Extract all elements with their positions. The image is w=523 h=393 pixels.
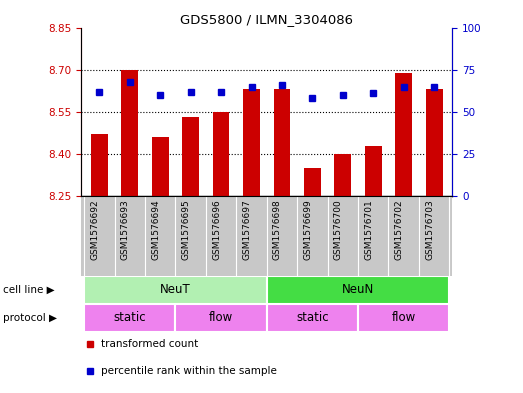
Text: protocol ▶: protocol ▶: [3, 313, 56, 323]
Bar: [91, 134, 108, 196]
Text: percentile rank within the sample: percentile rank within the sample: [101, 365, 277, 376]
Bar: [243, 89, 260, 196]
Text: static: static: [296, 311, 328, 324]
Bar: [84, 304, 175, 332]
Bar: [183, 118, 199, 196]
Text: GSM1576697: GSM1576697: [243, 199, 252, 260]
Bar: [365, 146, 382, 196]
Text: NeuN: NeuN: [342, 283, 374, 296]
Text: GSM1576701: GSM1576701: [364, 199, 373, 260]
Bar: [84, 276, 267, 304]
Text: GSM1576699: GSM1576699: [303, 199, 312, 260]
Bar: [267, 304, 358, 332]
Text: GSM1576695: GSM1576695: [181, 199, 191, 260]
Bar: [358, 304, 449, 332]
Text: GSM1576692: GSM1576692: [90, 199, 99, 260]
Text: GSM1576703: GSM1576703: [425, 199, 434, 260]
Bar: [304, 168, 321, 196]
Text: GSM1576696: GSM1576696: [212, 199, 221, 260]
Bar: [395, 72, 412, 196]
Text: GSM1576698: GSM1576698: [273, 199, 282, 260]
Bar: [267, 276, 449, 304]
Bar: [152, 137, 168, 196]
Bar: [213, 112, 230, 196]
Text: GDS5800 / ILMN_3304086: GDS5800 / ILMN_3304086: [180, 13, 353, 26]
Text: NeuT: NeuT: [160, 283, 191, 296]
Text: GSM1576693: GSM1576693: [121, 199, 130, 260]
Bar: [334, 154, 351, 196]
Text: static: static: [113, 311, 146, 324]
Text: cell line ▶: cell line ▶: [3, 285, 54, 295]
Bar: [175, 304, 267, 332]
Text: flow: flow: [392, 311, 416, 324]
Bar: [121, 70, 138, 196]
Text: flow: flow: [209, 311, 233, 324]
Text: GSM1576700: GSM1576700: [334, 199, 343, 260]
Bar: [426, 89, 442, 196]
Bar: [274, 89, 290, 196]
Text: transformed count: transformed count: [101, 339, 199, 349]
Text: GSM1576702: GSM1576702: [395, 199, 404, 260]
Text: GSM1576694: GSM1576694: [151, 199, 160, 260]
